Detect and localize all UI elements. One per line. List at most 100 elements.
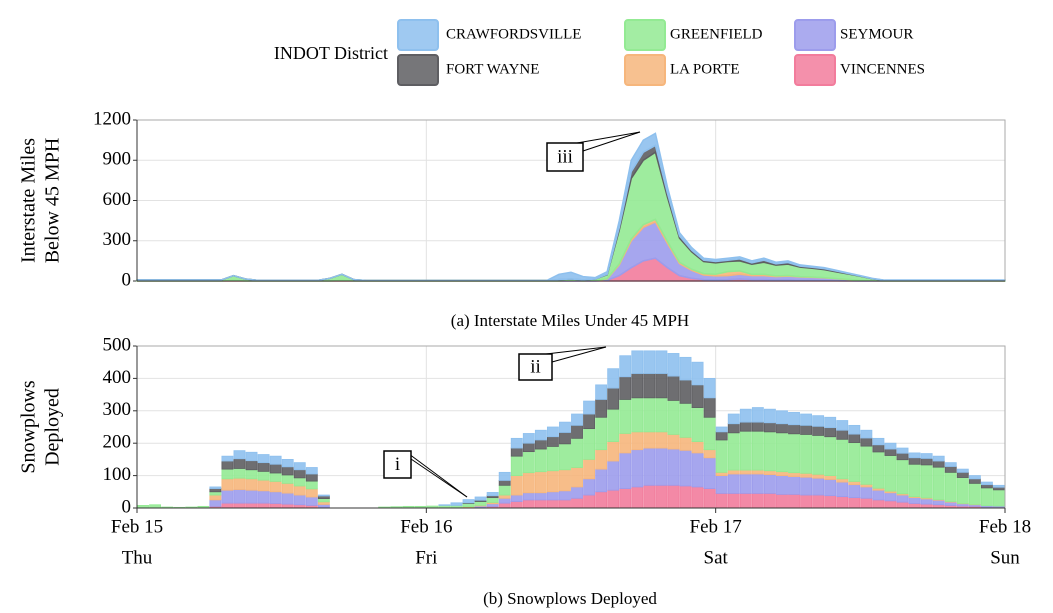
bar-segment [233, 489, 246, 504]
bar-segment [920, 503, 933, 509]
bar-segment [571, 467, 583, 488]
legend-label: SEYMOUR [840, 26, 913, 42]
bar-segment [233, 458, 246, 469]
bar-segment [209, 491, 222, 496]
bar-segment [631, 373, 644, 399]
y-axis-label: Deployed [42, 388, 64, 466]
bar-segment [667, 400, 680, 435]
bar-segment [908, 457, 921, 465]
bar-segment [583, 400, 596, 415]
bar-segment [655, 431, 668, 449]
y-tick-label: 200 [103, 432, 132, 453]
bar-segment [643, 373, 656, 399]
bar-segment [836, 478, 849, 483]
bar-segment [209, 499, 222, 507]
y-axis-label: Snowplows [18, 380, 40, 474]
bar-segment [944, 466, 957, 473]
bar-segment [884, 455, 897, 492]
bar-segment [908, 452, 921, 459]
bar-segment [522, 472, 535, 494]
bar-segment [293, 477, 306, 487]
bar-segment [269, 481, 282, 493]
bar-segment [269, 455, 282, 465]
legend-swatch [794, 19, 836, 51]
bar-segment [583, 413, 596, 430]
bar-segment [836, 496, 849, 509]
bar-segment [534, 499, 547, 509]
bar-segment [607, 408, 620, 442]
bar-segment [559, 432, 571, 445]
bar-segment [993, 489, 1005, 507]
bar-segment [848, 433, 861, 443]
bar-segment [498, 494, 511, 499]
bar-segment [522, 499, 535, 509]
bar-segment [498, 502, 511, 509]
bar-segment [534, 448, 547, 473]
bar-segment [812, 425, 825, 436]
bar-segment [884, 492, 897, 502]
bar-segment [221, 468, 234, 480]
bar-segment [305, 480, 318, 490]
legend-label: GREENFIELD [670, 26, 763, 42]
bar-segment [607, 460, 620, 491]
bar-segment [293, 469, 306, 479]
bar-segment [619, 376, 632, 400]
bar-segment [751, 493, 764, 509]
bar-segment [510, 494, 523, 502]
bar-segment [281, 492, 294, 505]
bar-segment [824, 495, 837, 509]
bar-segment [305, 473, 318, 482]
bar-segment [607, 368, 620, 389]
bar-segment [980, 481, 993, 486]
bar-segment [559, 421, 571, 433]
x-tick-sublabel: Thu [122, 547, 153, 568]
bar-segment [715, 475, 728, 494]
bar-segment [800, 434, 813, 474]
bar-segment [908, 503, 921, 509]
bar-segment [317, 498, 330, 503]
bar-segment [932, 460, 945, 468]
bar-segment [221, 489, 234, 504]
bar-segment [932, 466, 945, 500]
bar-segment [281, 474, 294, 484]
x-tick-label: Feb 18 [979, 516, 1031, 537]
bar-segment [763, 493, 776, 509]
bar-segment [233, 477, 246, 490]
bar-segment [522, 433, 535, 444]
bar-segment [498, 497, 511, 504]
bar-segment [788, 476, 800, 495]
bar-segment [510, 437, 523, 449]
bar-segment [968, 482, 981, 505]
bar-segment [305, 496, 318, 506]
bar-segment [607, 441, 620, 462]
bar-segment [667, 375, 680, 401]
bar-segment [233, 450, 246, 460]
bar-segment [498, 480, 511, 486]
legend-swatch [794, 54, 836, 86]
bar-segment [522, 492, 535, 501]
y-axis-label: Interstate Miles [18, 138, 40, 263]
bar-segment [607, 489, 620, 509]
bar-segment [571, 424, 583, 439]
bar-segment [812, 435, 825, 475]
bar-segment [751, 473, 764, 494]
bar-segment [534, 492, 547, 501]
bar-segment [245, 478, 258, 491]
y-tick-label: 1200 [93, 108, 131, 129]
bar-segment [607, 387, 620, 410]
bar-segment [305, 467, 318, 475]
bar-segment [944, 501, 957, 506]
y-axis-label: Below 45 MPH [42, 138, 64, 264]
bar-segment [763, 422, 776, 433]
bar-segment [583, 494, 596, 509]
bar-segment [776, 493, 788, 509]
annotation-box [518, 353, 553, 381]
bar-segment [788, 412, 800, 426]
bar-segment [788, 424, 800, 435]
bar-segment [824, 479, 837, 497]
bar-segment [715, 439, 728, 473]
bar-segment [655, 397, 668, 433]
bar-segment [450, 502, 463, 506]
bar-segment [571, 437, 583, 468]
